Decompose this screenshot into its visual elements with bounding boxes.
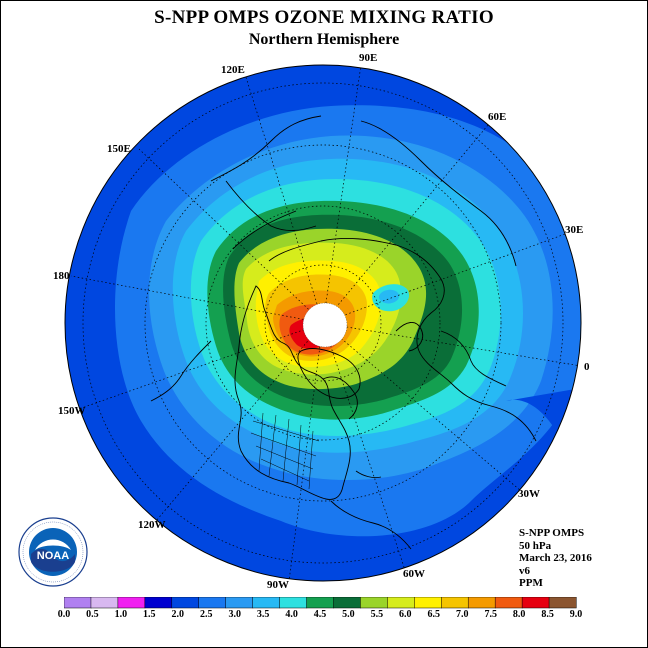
color-scale-swatch	[360, 597, 388, 609]
color-scale-tick-label: 2.0	[171, 609, 185, 620]
color-scale-swatch	[306, 597, 335, 609]
color-scale-tick-label: 5.5	[370, 609, 384, 620]
noaa-logo: NOAA	[18, 517, 88, 587]
color-scale-tick-label: 7.0	[455, 609, 469, 620]
us-state-lines	[250, 412, 320, 490]
color-scale-tick-label: 6.0	[399, 609, 412, 620]
lon-label-150w: 150W	[58, 405, 86, 417]
color-scale-bar	[64, 597, 577, 609]
color-scale-swatch	[279, 597, 308, 609]
lon-label-90w: 90W	[267, 579, 289, 591]
color-scale-tick-label: 3.0	[228, 609, 241, 620]
color-scale-tick-label: 3.5	[256, 609, 270, 620]
info-pressure-level: 50 hPa	[519, 539, 552, 552]
color-scale-tick-label: 6.5	[427, 609, 441, 620]
color-scale-tick-label: 7.5	[484, 609, 497, 620]
lon-label-90e: 90E	[359, 52, 378, 64]
color-scale-tick-label: 9.0	[569, 609, 583, 620]
color-scale-tick-label: 1.5	[143, 609, 156, 620]
map-subtitle: Northern Hemisphere	[248, 31, 400, 48]
color-scale-swatch	[90, 597, 119, 609]
info-version: v6	[519, 564, 530, 577]
lon-label-30w: 30W	[518, 488, 540, 500]
lon-label-60w: 60W	[403, 568, 425, 580]
color-scale-tick-label: 0.5	[86, 609, 99, 620]
color-scale-swatch	[333, 597, 361, 609]
polar-no-data-cap	[302, 302, 348, 348]
info-instrument: S-NPP OMPS	[519, 527, 585, 539]
low-ozone-patch-core	[378, 289, 400, 304]
color-scale-tick-label: 2.5	[199, 609, 213, 620]
map-title: S-NPP OMPS OZONE MIXING RATIO	[154, 7, 494, 28]
lon-label-0: 0	[584, 361, 590, 373]
color-scale-tick-label: 8.5	[541, 609, 554, 620]
color-scale-swatch	[198, 597, 227, 609]
lon-label-120e: 120E	[221, 64, 245, 76]
color-scale-swatch	[414, 597, 442, 609]
lon-label-180: 180	[53, 270, 70, 282]
color-scale-swatch	[387, 597, 415, 609]
info-units: PPM	[519, 577, 543, 590]
color-scale-swatch	[144, 597, 173, 609]
graticule	[70, 65, 581, 581]
color-scale-tick-label: 1.0	[114, 609, 128, 620]
lon-label-30e: 30E	[565, 224, 584, 236]
product-info: S-NPP OMPS 50 hPa March 23, 2016 v6 PPM	[519, 527, 592, 590]
info-date: March 23, 2016	[519, 552, 592, 565]
coastlines	[150, 115, 537, 550]
color-scale-swatch	[171, 597, 200, 609]
map-boundary	[64, 64, 582, 582]
color-scale-swatch	[225, 597, 254, 609]
color-scale-swatch	[548, 597, 577, 609]
color-scale-swatch	[521, 597, 550, 609]
color-scale-swatch	[467, 597, 496, 609]
color-scale-tick-label: 5.0	[342, 609, 355, 620]
color-scale-swatch	[494, 597, 523, 609]
color-scale-tick-label: 0.0	[57, 609, 71, 620]
color-scale-swatch	[252, 597, 281, 609]
lon-label-120w: 120W	[138, 519, 166, 531]
color-scale-tick-label: 4.0	[285, 609, 298, 620]
color-scale-tick-label: 8.0	[512, 609, 526, 620]
lon-label-150e: 150E	[107, 143, 131, 155]
color-scale-tick-label: 4.5	[313, 609, 327, 620]
noaa-logo-text: NOAA	[37, 550, 69, 562]
color-scale-swatch	[64, 597, 92, 609]
color-scale-swatch	[117, 597, 146, 609]
lon-label-60e: 60E	[488, 111, 507, 123]
color-scale-swatch	[441, 597, 469, 609]
